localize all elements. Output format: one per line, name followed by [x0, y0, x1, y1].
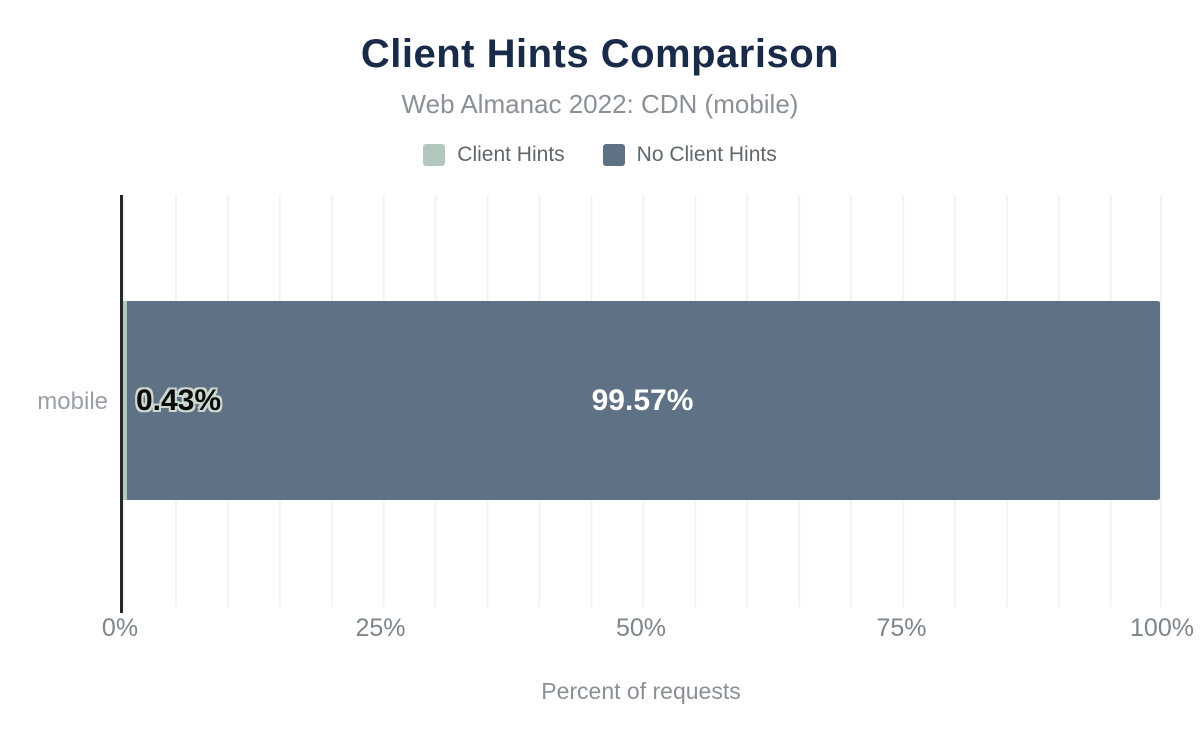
x-tick-100: 100%	[1130, 614, 1194, 642]
legend-item-no-client-hints: No Client Hints	[602, 143, 777, 167]
legend-label-no-client-hints: No Client Hints	[636, 143, 777, 166]
bar-segment-client-hints	[123, 301, 128, 500]
x-tick-50: 50%	[615, 614, 667, 642]
x-tick-0: 0%	[101, 614, 139, 642]
plot-area: 0.43% 99.57%	[120, 195, 1162, 613]
no-client-hints-swatch-icon	[602, 144, 625, 166]
category-label-mobile: mobile	[37, 388, 108, 415]
stacked-bar-mobile: 0.43% 99.57%	[123, 301, 1162, 500]
legend-item-client-hints: Client Hints	[423, 143, 565, 167]
value-label-no-client-hints: 99.57%	[591, 383, 694, 417]
bar-segment-no-client-hints	[127, 301, 1162, 500]
x-axis-title: Percent of requests	[541, 678, 741, 704]
chart-subtitle: Web Almanac 2022: CDN (mobile)	[401, 89, 799, 119]
client-hints-swatch-icon	[423, 144, 446, 166]
legend: Client Hints No Client Hints	[0, 143, 1200, 167]
chart-title: Client Hints Comparison	[360, 32, 840, 76]
value-label-client-hints: 0.43%	[136, 383, 222, 417]
x-tick-25: 25%	[355, 614, 406, 642]
x-tick-75: 75%	[876, 614, 927, 642]
y-axis-line-tick	[120, 607, 123, 613]
x-axis-ticks: 0% 25% 50% 75% 100%	[102, 614, 1194, 646]
legend-label-client-hints: Client Hints	[457, 143, 565, 166]
